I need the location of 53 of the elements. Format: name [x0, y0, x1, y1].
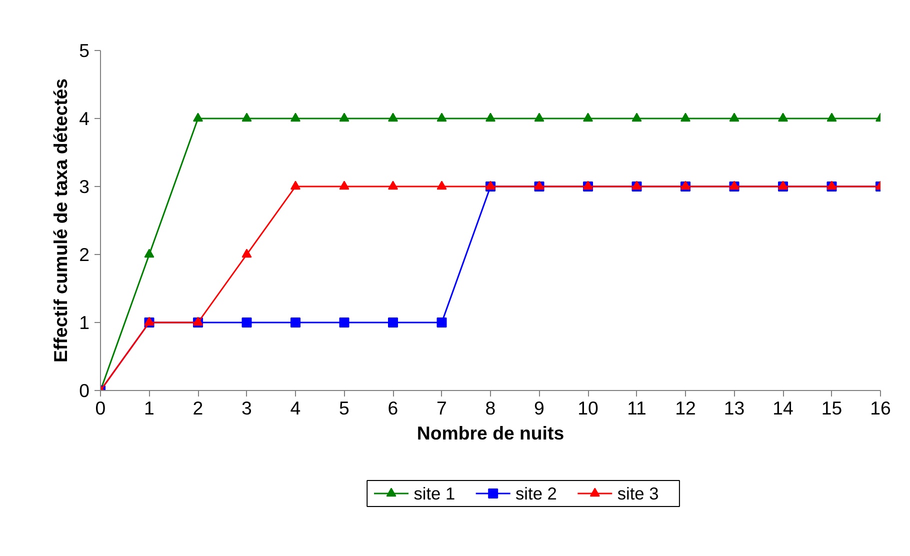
- point: [388, 180, 398, 190]
- x-tick-label: 5: [339, 398, 350, 418]
- x-tick-label: 11: [627, 398, 646, 418]
- x-tick-label: 3: [242, 398, 252, 418]
- y-tick-label: 2: [79, 244, 90, 265]
- legend-label: site 1: [414, 484, 456, 504]
- point: [534, 112, 544, 122]
- point: [436, 112, 447, 122]
- point: [144, 248, 154, 258]
- point: [436, 180, 447, 190]
- x-tick-label: 9: [534, 398, 544, 418]
- point: [388, 112, 398, 122]
- point: [339, 180, 350, 190]
- point: [583, 112, 593, 122]
- point: [729, 112, 740, 122]
- x-tick-label: 13: [724, 398, 745, 418]
- point: [339, 112, 350, 122]
- point: [778, 112, 788, 122]
- point: [242, 248, 252, 258]
- legend-label: site 2: [516, 484, 557, 504]
- x-tick-label: 4: [290, 398, 301, 418]
- x-tick-label: 16: [870, 398, 891, 418]
- x-tick-label: 7: [436, 398, 447, 418]
- x-tick-label: 14: [772, 398, 794, 418]
- x-tick-label: 2: [192, 398, 204, 418]
- y-tick-label: 1: [79, 312, 90, 333]
- x-tick-label: 1: [144, 398, 154, 418]
- point: [486, 112, 496, 122]
- legend-label: site 3: [617, 484, 659, 504]
- point: [388, 318, 398, 328]
- point: [193, 112, 203, 122]
- y-axis-title: Effectif cumulé de taxa détectés: [50, 78, 72, 363]
- x-tick-label: 10: [578, 398, 598, 418]
- x-tick-label: 0: [95, 398, 106, 418]
- point: [632, 112, 642, 122]
- x-tick-label: 12: [675, 398, 696, 418]
- point: [290, 318, 300, 328]
- y-tick-label: 4: [79, 108, 90, 129]
- x-tick-label: 8: [485, 398, 496, 418]
- y-tick-label: 0: [79, 380, 90, 401]
- point: [680, 112, 690, 122]
- x-tick-label: 15: [821, 398, 842, 418]
- y-tick-label: 3: [79, 176, 90, 197]
- point: [436, 318, 447, 328]
- y-tick-label: 5: [79, 40, 90, 61]
- point: [242, 318, 252, 328]
- point: [290, 180, 300, 190]
- point: [339, 318, 350, 328]
- point: [242, 112, 252, 122]
- point: [826, 112, 837, 122]
- point: [290, 112, 300, 122]
- x-axis-title: Nombre de nuits: [416, 422, 564, 444]
- x-tick-label: 6: [388, 398, 398, 418]
